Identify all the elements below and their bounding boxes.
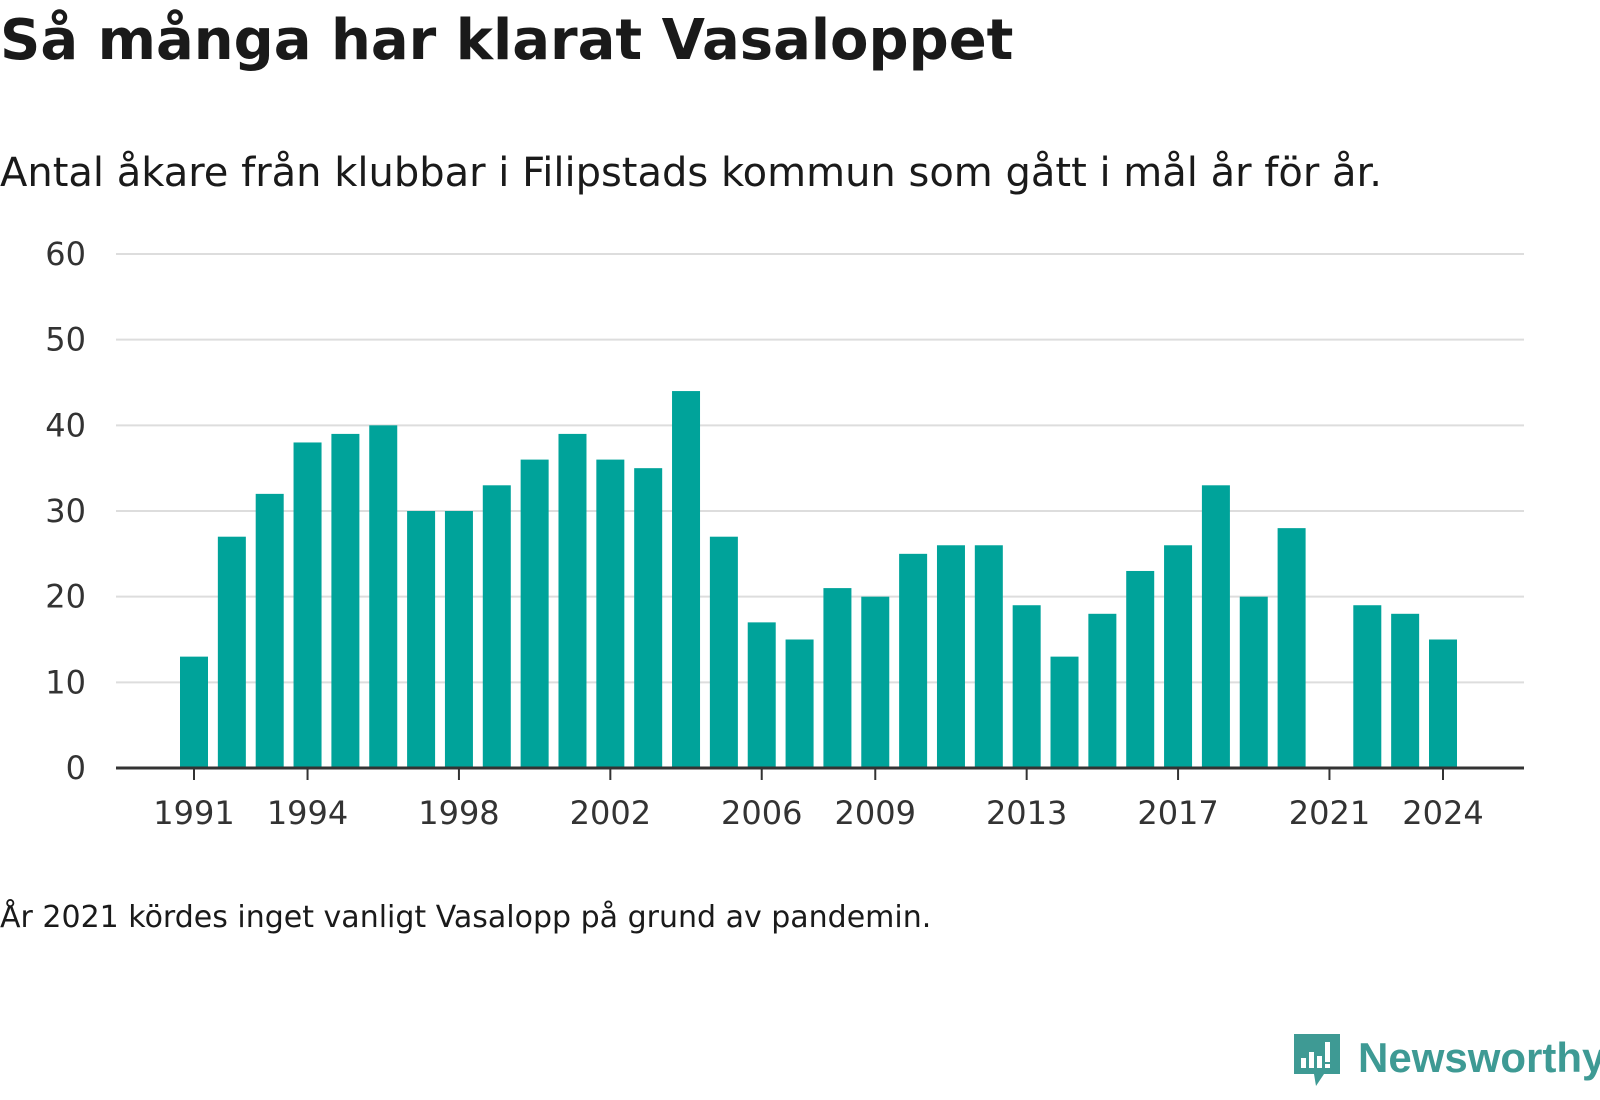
bar-1999 <box>482 485 511 768</box>
bar-2016 <box>1126 570 1155 768</box>
x-tick-label: 2009 <box>835 794 916 832</box>
logo-text: Newsworthy <box>1358 1034 1600 1081</box>
y-tick-label: 10 <box>45 663 86 701</box>
bar-2010 <box>899 553 928 768</box>
bar-1995 <box>331 433 360 768</box>
bar-2002 <box>596 459 625 768</box>
x-tick-label: 1998 <box>418 794 499 832</box>
bar-2008 <box>823 588 852 768</box>
y-tick-label: 0 <box>66 749 86 787</box>
bar-2019 <box>1239 596 1268 768</box>
bar-2006 <box>747 622 776 768</box>
chart-subtitle: Antal åkare från klubbar i Filipstads ko… <box>0 150 1382 196</box>
bar-2017 <box>1164 545 1193 768</box>
bar-2023 <box>1391 613 1420 768</box>
y-tick-label: 20 <box>45 578 86 616</box>
bar-2024 <box>1429 639 1457 768</box>
x-tick-label: 2017 <box>1137 794 1218 832</box>
bar-1996 <box>369 425 398 768</box>
x-tick-label: 2021 <box>1289 794 1370 832</box>
newsworthy-logo: Newsworthy <box>1290 1030 1600 1090</box>
bar-2007 <box>785 639 814 768</box>
bar-1991 <box>180 656 208 768</box>
chart-speech-bubble-icon <box>1294 1034 1340 1086</box>
bar-2001 <box>558 433 587 768</box>
x-tick-label: 2002 <box>570 794 651 832</box>
x-tick-label: 1991 <box>153 794 234 832</box>
bar-chart: 0 10 20 30 40 50 60 1991 1994 1998 2002 2006 2009 201… <box>45 235 1524 832</box>
bar-1993 <box>255 493 284 768</box>
bar-2003 <box>634 468 663 768</box>
x-tick-label: 2024 <box>1402 794 1483 832</box>
chart-title: Så många har klarat Vasaloppet <box>0 8 1014 73</box>
bar-2018 <box>1201 485 1230 768</box>
bar-1997 <box>407 511 436 768</box>
bar-2014 <box>1050 656 1079 768</box>
bar-2004 <box>672 391 701 768</box>
y-tick-label: 60 <box>45 235 86 273</box>
y-tick-label: 30 <box>45 492 86 530</box>
x-tick-label: 1994 <box>267 794 348 832</box>
bar-2000 <box>520 459 549 768</box>
bar-2015 <box>1088 613 1117 768</box>
y-tick-label: 40 <box>45 406 86 444</box>
bar-2020 <box>1277 528 1306 768</box>
bar-2022 <box>1353 605 1382 768</box>
x-tick-label: 2006 <box>721 794 802 832</box>
x-tick-label: 2013 <box>986 794 1067 832</box>
bar-2009 <box>861 596 890 768</box>
bar-2012 <box>974 545 1003 768</box>
bar-2011 <box>936 545 965 768</box>
y-tick-label: 50 <box>45 321 86 359</box>
bar-1994 <box>293 442 322 768</box>
bar-1992 <box>217 536 246 768</box>
bar-1998 <box>444 511 473 768</box>
bar-2013 <box>1012 605 1041 768</box>
chart-note: År 2021 kördes inget vanligt Vasalopp på… <box>0 900 932 935</box>
bar-2005 <box>709 536 738 768</box>
